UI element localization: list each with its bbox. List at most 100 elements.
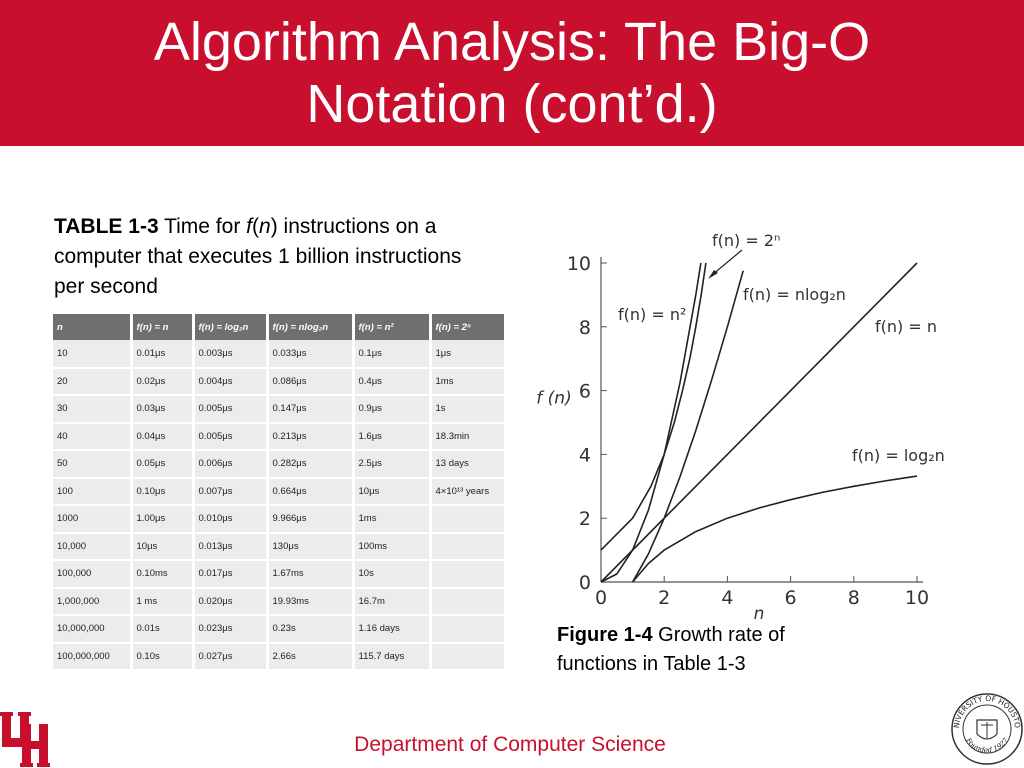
column-header: f(n) = 2ⁿ [430,314,504,340]
table-cell: 40 [53,422,133,451]
table-cell: 1 ms [131,587,195,616]
table-cell: 100,000,000 [53,642,133,671]
column-header: f(n) = log₂n [193,314,269,340]
column-header: f(n) = nlog₂n [267,314,355,340]
table-row: 100,000,000 0.10s 0.027μs 2.66s 115.7 days [53,642,504,671]
y-tick-label: 4 [579,444,591,466]
table-cell: 0.017μs [193,560,269,589]
table-cell: 1ms [353,505,432,534]
table-row: 50 0.05μs 0.006μs 0.282μs 2.5μs 13 days [53,450,504,479]
table-cell: 0.9μs [353,395,432,424]
table-cell: 0.664μs [267,477,355,506]
table-cell: 0.004μs [193,367,269,396]
table-row: 20 0.02μs 0.004μs 0.086μs 0.4μs 1ms [53,367,504,396]
table-cell [430,505,504,534]
curve-label: f(n) = 2ⁿ [712,231,780,250]
table-cell: 0.033μs [267,340,355,369]
table-cell: 50 [53,450,133,479]
table-cell [430,642,504,671]
curve-label-pointer-head [708,270,718,279]
title-bar: Algorithm Analysis: The Big-O Notation (… [0,0,1024,146]
university-seal-icon: UNIVERSITY OF HOUSTON Founded 1927 [950,692,1023,765]
table-caption-text-before: Time for [158,215,247,238]
table-row: 10,000,000 0.01s 0.023μs 0.23s 1.16 days [53,615,504,644]
y-tick-label: 8 [579,317,591,339]
x-tick-label: 8 [848,587,860,609]
table-cell: 0.006μs [193,450,269,479]
footer-department: Department of Computer Science [354,733,666,756]
x-axis-label: n [754,604,765,620]
table-row: 100 0.10μs 0.007μs 0.664μs 10μs 4×10¹³ years [53,477,504,506]
table-row: 40 0.04μs 0.005μs 0.213μs 1.6μs 18.3min [53,422,504,451]
series-line-3 [600,262,918,583]
y-tick-label: 6 [579,381,591,403]
y-tick-label: 2 [579,508,591,530]
table-row: 100,000 0.10ms 0.017μs 1.67ms 10s [53,560,504,589]
y-tick-label: 10 [567,253,591,275]
table-cell [430,615,504,644]
column-header: f(n) = n [131,314,195,340]
series-line-0 [600,262,707,551]
table-cell: 2.5μs [353,450,432,479]
growth-chart: 0 2 4 6 8 10 0 2 4 6 8 10 n f (n) f(n) = 2ⁿ f(n) = n² f(… [530,220,960,620]
table-cell: 0.010μs [193,505,269,534]
table-cell: 0.147μs [267,395,355,424]
table-cell: 1.6μs [353,422,432,451]
table-cell: 100ms [353,532,432,561]
table-cell: 20 [53,367,133,396]
x-tick-label: 6 [785,587,797,609]
table-cell: 9.966μs [267,505,355,534]
table-caption: TABLE 1-3 Time for f(n) instructions on … [54,215,462,298]
table-cell: 1μs [430,340,504,369]
table-cell: 0.4μs [353,367,432,396]
table-cell: 1.16 days [353,615,432,644]
table-cell: 18.3min [430,422,504,451]
uh-logo-icon [0,712,50,767]
growth-table: n f(n) = n f(n) = log₂n f(n) = nlog₂n f(… [53,314,504,671]
table-cell: 13 days [430,450,504,479]
table-cell: 1s [430,395,504,424]
table-cell: 1000 [53,505,133,534]
table-cell: 0.213μs [267,422,355,451]
curve-label: f(n) = log₂n [852,446,945,465]
table-cell [430,532,504,561]
table-cell: 100 [53,477,133,506]
table-cell: 10μs [131,532,195,561]
table-cell: 16.7m [353,587,432,616]
table-cell: 0.10ms [131,560,195,589]
series-line-4 [631,475,918,583]
growth-chart-svg: 0 2 4 6 8 10 0 2 4 6 8 10 n f (n) f(n) = 2ⁿ f(n) = n² f(… [536,231,945,620]
figure-caption-text: Growth rate of functions in Table 1-3 [557,624,785,675]
column-header: f(n) = n² [353,314,432,340]
table-row: 1,000,000 1 ms 0.020μs 19.93ms 16.7m [53,587,504,616]
table-cell: 1.67ms [267,560,355,589]
table-row: 30 0.03μs 0.005μs 0.147μs 0.9μs 1s [53,395,504,424]
table-caption-func-n: n [259,215,271,238]
table-cell: 10 [53,340,133,369]
curve-label: f(n) = nlog₂n [743,285,846,304]
table-header-row: n f(n) = n f(n) = log₂n f(n) = nlog₂n f(… [53,314,504,340]
table-cell: 0.01s [131,615,195,644]
table-cell: 0.10μs [131,477,195,506]
table-cell: 19.93ms [267,587,355,616]
table-cell: 1,000,000 [53,587,133,616]
column-header: n [53,314,133,340]
series-line-1 [600,262,702,583]
table-cell: 10,000 [53,532,133,561]
table-cell [430,560,504,589]
table-caption-func-f: f [246,215,252,238]
table-cell: 0.01μs [131,340,195,369]
table-cell: 0.020μs [193,587,269,616]
x-tick-label: 4 [721,587,733,609]
table-cell: 0.007μs [193,477,269,506]
table-cell: 0.03μs [131,395,195,424]
figure-caption-label: Figure 1-4 [557,624,653,646]
table-cell: 2.66s [267,642,355,671]
curve-label: f(n) = n² [618,305,686,324]
table-cell: 0.005μs [193,422,269,451]
slide-title: Algorithm Analysis: The Big-O Notation (… [153,12,871,134]
x-tick-label: 0 [595,587,607,609]
table-cell: 10,000,000 [53,615,133,644]
y-axis-label: f (n) [536,388,571,408]
table-cell: 10μs [353,477,432,506]
